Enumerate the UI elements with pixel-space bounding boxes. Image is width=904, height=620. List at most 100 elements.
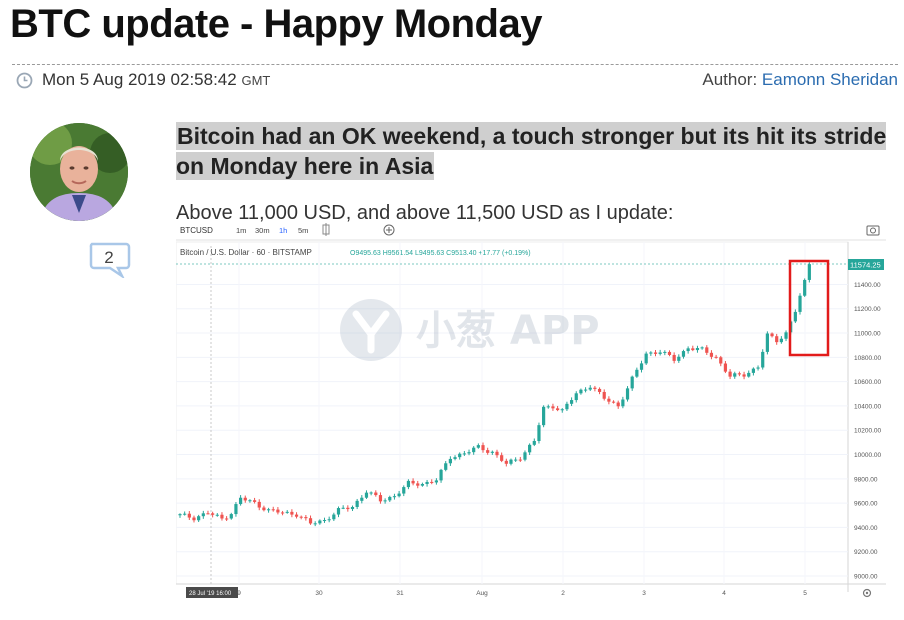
candle-body bbox=[336, 508, 341, 515]
candle-body bbox=[737, 373, 742, 375]
candle-body bbox=[252, 500, 257, 502]
candle-body bbox=[667, 351, 672, 355]
candle-body bbox=[239, 497, 243, 505]
candle-body bbox=[653, 352, 658, 354]
candle-body bbox=[719, 357, 723, 364]
candle-body bbox=[318, 520, 322, 524]
highlight-box bbox=[788, 259, 830, 357]
candle-body bbox=[602, 391, 606, 399]
candle-body bbox=[490, 451, 494, 453]
article-lead: Bitcoin had an OK weekend, a touch stron… bbox=[176, 121, 896, 181]
last-price-label: 11574.25 bbox=[850, 261, 881, 270]
plus-circle-icon[interactable] bbox=[383, 224, 395, 236]
comment-bubble-icon[interactable] bbox=[88, 240, 132, 278]
candle-body bbox=[364, 492, 369, 498]
candle-body bbox=[588, 387, 592, 390]
chart-canvas[interactable]: BTCUSD 1m 30m 1h 5m Bitcoin / U.S. Dollar ·… bbox=[176, 222, 886, 602]
candle-body bbox=[406, 480, 411, 488]
candle-body bbox=[462, 453, 466, 455]
gear-icon[interactable] bbox=[862, 588, 872, 598]
author-label: Author: bbox=[702, 70, 758, 89]
candle-body bbox=[332, 514, 336, 520]
author-link[interactable]: Eamonn Sheridan bbox=[761, 70, 898, 89]
candle-body bbox=[542, 406, 546, 426]
candle-body bbox=[611, 401, 616, 403]
camera-icon[interactable] bbox=[866, 225, 880, 236]
candle-body bbox=[201, 513, 205, 517]
y-tick-label: 9800.00 bbox=[854, 476, 878, 483]
x-tick-label: 28 Jul '19 16:00 bbox=[189, 591, 232, 597]
x-tick-label: 31 bbox=[396, 590, 404, 597]
candle-body bbox=[658, 352, 662, 354]
candle-body bbox=[378, 495, 383, 502]
last-price-badge: 11574.25 bbox=[848, 259, 884, 270]
candle-body bbox=[784, 332, 788, 339]
watermark-logo bbox=[340, 299, 402, 361]
candle-body bbox=[798, 295, 802, 312]
candle-body bbox=[472, 447, 476, 453]
candle-body bbox=[220, 514, 224, 519]
candle-body bbox=[532, 440, 536, 445]
interval-button-1h[interactable]: 1h bbox=[279, 226, 287, 235]
price-chart[interactable]: BTCUSD 1m 30m 1h 5m Bitcoin / U.S. Dollar ·… bbox=[176, 222, 886, 602]
y-tick-label: 9600.00 bbox=[854, 501, 878, 508]
chart-legend-ohlc: O9495.63 H9561.54 L9495.63 C9513.40 +17.… bbox=[350, 250, 531, 257]
candle-body bbox=[775, 336, 779, 343]
author-avatar[interactable] bbox=[30, 123, 128, 221]
candle-body bbox=[327, 519, 331, 521]
candle-body bbox=[346, 507, 350, 510]
page-title: BTC update - Happy Monday bbox=[10, 2, 542, 46]
candle-body bbox=[192, 517, 196, 521]
candles bbox=[178, 262, 811, 527]
candle-body bbox=[262, 507, 266, 511]
candle-body bbox=[178, 514, 182, 516]
x-tick-label: 2 bbox=[561, 590, 565, 597]
candle-body bbox=[714, 356, 718, 358]
candle-body bbox=[514, 459, 518, 461]
candle-body bbox=[444, 463, 448, 470]
candle-body bbox=[560, 409, 564, 411]
interval-button-30m[interactable]: 30m bbox=[255, 226, 270, 235]
candle-body bbox=[243, 497, 247, 501]
avatar-portrait bbox=[30, 123, 128, 221]
y-tick-label: 10200.00 bbox=[854, 428, 881, 435]
candle-body bbox=[434, 480, 438, 483]
candle-body bbox=[304, 517, 308, 519]
candle-body bbox=[448, 458, 452, 464]
indicator-icon[interactable] bbox=[322, 223, 330, 236]
interval-button-5m[interactable]: 5m bbox=[298, 226, 308, 235]
date-value: Mon 5 Aug 2019 02:58:42 bbox=[42, 70, 237, 89]
title-divider bbox=[12, 64, 898, 65]
candle-body bbox=[663, 351, 667, 353]
candle-body bbox=[644, 353, 648, 364]
candle-body bbox=[695, 348, 700, 351]
candle-body bbox=[677, 356, 681, 361]
candle-body bbox=[691, 348, 695, 351]
candle-body bbox=[411, 480, 415, 484]
candle-body bbox=[360, 497, 364, 501]
chart-symbol[interactable]: BTCUSD bbox=[180, 226, 213, 235]
candle-body bbox=[630, 376, 634, 389]
candle-body bbox=[556, 408, 560, 411]
y-tick-label: 11200.00 bbox=[854, 306, 881, 313]
candle-body bbox=[569, 400, 574, 404]
candle-body bbox=[271, 509, 275, 511]
interval-button-1m[interactable]: 1m bbox=[236, 226, 246, 235]
candle-body bbox=[467, 452, 471, 454]
candle-body bbox=[476, 445, 480, 448]
candle-body bbox=[770, 333, 774, 337]
candle-body bbox=[257, 501, 261, 508]
candle-body bbox=[779, 338, 783, 343]
candle-body bbox=[439, 469, 443, 481]
candle-body bbox=[388, 496, 392, 501]
candle-body bbox=[420, 483, 425, 486]
price-axis-labels: 11400.00 11200.00 11000.00 10800.00 10600.00… bbox=[854, 282, 881, 581]
candle-body bbox=[430, 481, 434, 483]
candle-body bbox=[308, 518, 313, 524]
candle-body bbox=[215, 514, 219, 516]
lead-highlight: Bitcoin had an OK weekend, a touch stron… bbox=[176, 122, 887, 180]
candle-body bbox=[723, 363, 728, 372]
candle-body bbox=[523, 452, 527, 460]
candle-body bbox=[183, 513, 187, 515]
comment-count[interactable]: 2 bbox=[104, 248, 114, 267]
